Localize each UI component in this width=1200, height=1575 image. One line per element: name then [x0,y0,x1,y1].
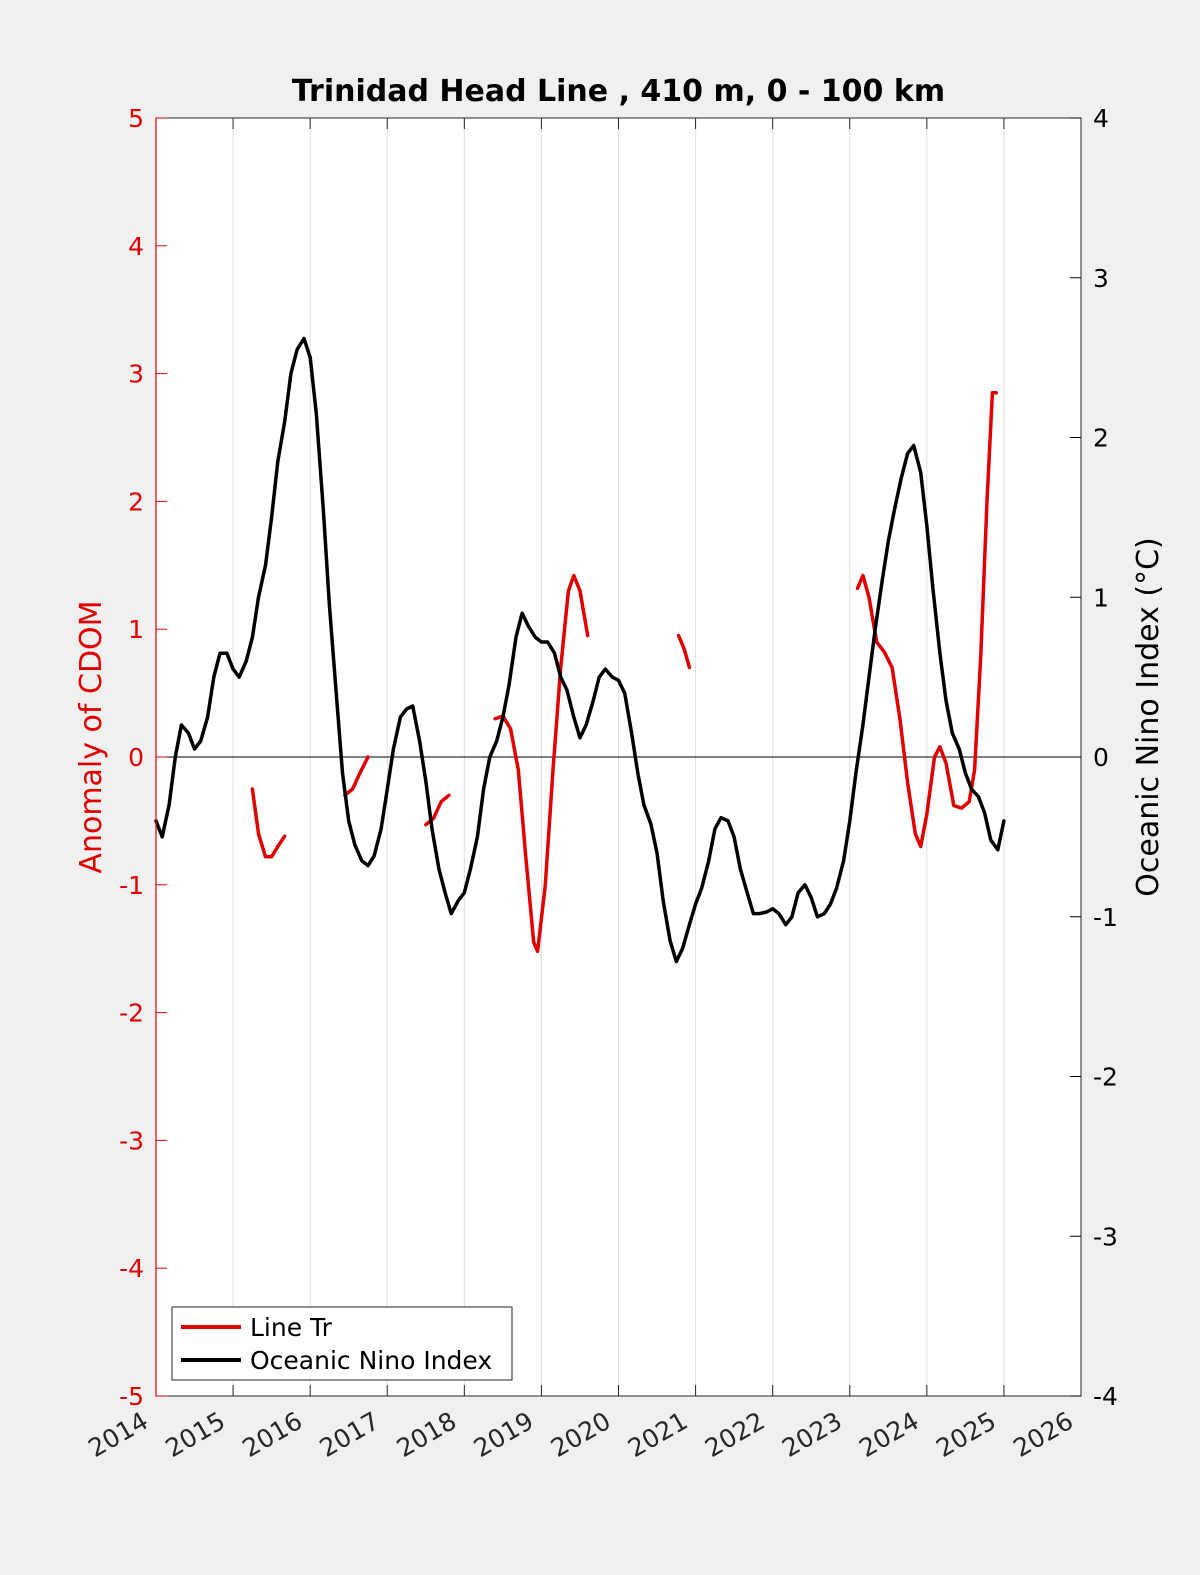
y-tick-label-right: -4 [1093,1382,1118,1411]
series-layer [154,336,1006,964]
y-tick-label-right: 1 [1093,583,1109,612]
y-tick-label-left: 4 [128,232,144,261]
y-tick-label-left: -3 [119,1126,144,1155]
y-tick-label-right: 3 [1093,264,1109,293]
y-tick-label-left: 3 [128,360,144,389]
y-tick-label-right: -1 [1093,903,1118,932]
y-tick-label-left: 0 [128,743,144,772]
legend-label-line-tr: Line Tr [250,1313,333,1342]
y-tick-label-right: -2 [1093,1063,1118,1092]
y-tick-label-right: 0 [1093,743,1109,772]
y-tick-label-right: -3 [1093,1222,1118,1251]
line-tr-series-segment-3 [493,573,590,954]
y-tick-label-left: -4 [119,1254,144,1283]
legend-label-oni: Oceanic Nino Index [250,1346,492,1375]
chart-title: Trinidad Head Line , 410 m, 0 - 100 km [292,74,945,109]
y-tick-label-left: -1 [119,871,144,900]
y-tick-label-left: 5 [128,104,144,133]
y-tick-label-left: 2 [128,487,144,516]
y-axis-label-right: Oceanic Nino Index (°C) [1131,537,1166,897]
y-axis-label-left: Anomaly of CDOM [74,600,109,873]
legend-box [171,1306,513,1381]
y-tick-label-right: 4 [1093,104,1109,133]
line-tr-series-segment-5 [855,391,998,849]
legend: Line Tr Oceanic Nino Index [171,1306,513,1381]
y-tick-label-left: 1 [128,615,144,644]
y-tick-label-left: -5 [119,1382,144,1411]
line-tr-series-segment-1 [343,755,370,798]
line-tr-series-segment-0 [250,787,287,859]
y-tick-label-right: 2 [1093,424,1109,453]
line-tr-series-segment-4 [676,633,692,670]
oni-series-line-0 [154,336,1006,964]
y-tick-label-left: -2 [119,999,144,1028]
